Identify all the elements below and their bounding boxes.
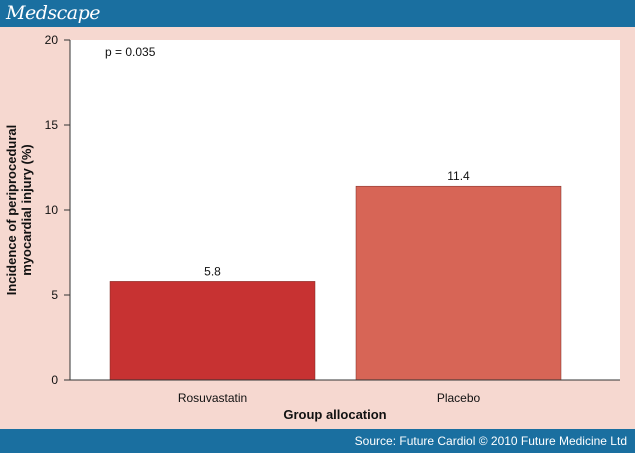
x-axis-title: Group allocation: [283, 407, 386, 422]
data-label-placebo: 11.4: [447, 169, 470, 183]
header-bar: Medscape: [0, 0, 635, 27]
brand-logo: Medscape: [6, 2, 101, 24]
y-tick-label: 5: [51, 288, 58, 302]
y-tick-label: 10: [45, 203, 59, 217]
y-tick-label: 15: [45, 118, 59, 132]
x-category-label-placebo: Placebo: [437, 391, 481, 405]
y-tick-label: 0: [51, 373, 58, 387]
y-axis-title-line-2: myocardial injury (%): [19, 144, 34, 275]
bar-placebo: [355, 185, 562, 381]
footer-bar: Source: Future Cardiol © 2010 Future Med…: [0, 429, 635, 453]
bar-rosuvastatin: [109, 281, 316, 381]
x-category-label-rosuvastatin: Rosuvastatin: [178, 391, 247, 405]
y-tick-label: 20: [45, 33, 59, 47]
p-value-annotation: p = 0.035: [105, 45, 156, 59]
data-label-rosuvastatin: 5.8: [204, 264, 221, 278]
source-credit: Source: Future Cardiol © 2010 Future Med…: [354, 434, 627, 448]
y-axis-title-line-1: Incidence of periprocedural: [4, 125, 19, 296]
